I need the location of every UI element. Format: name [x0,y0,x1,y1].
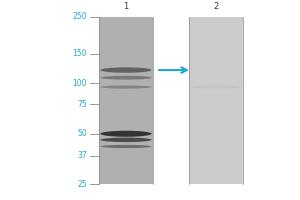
Ellipse shape [100,131,152,137]
Ellipse shape [100,76,152,80]
Ellipse shape [100,85,152,89]
Ellipse shape [100,145,152,148]
Ellipse shape [100,138,152,142]
Text: 150: 150 [73,49,87,58]
Text: 25: 25 [77,180,87,189]
FancyBboxPatch shape [189,17,243,184]
Ellipse shape [100,67,152,73]
Text: 2: 2 [213,2,219,11]
Text: 50: 50 [77,129,87,138]
Text: 250: 250 [73,12,87,21]
Text: 100: 100 [73,79,87,88]
Ellipse shape [192,85,240,89]
Text: 1: 1 [123,2,129,11]
FancyBboxPatch shape [99,17,153,184]
Text: 37: 37 [77,151,87,160]
Text: 75: 75 [77,100,87,109]
